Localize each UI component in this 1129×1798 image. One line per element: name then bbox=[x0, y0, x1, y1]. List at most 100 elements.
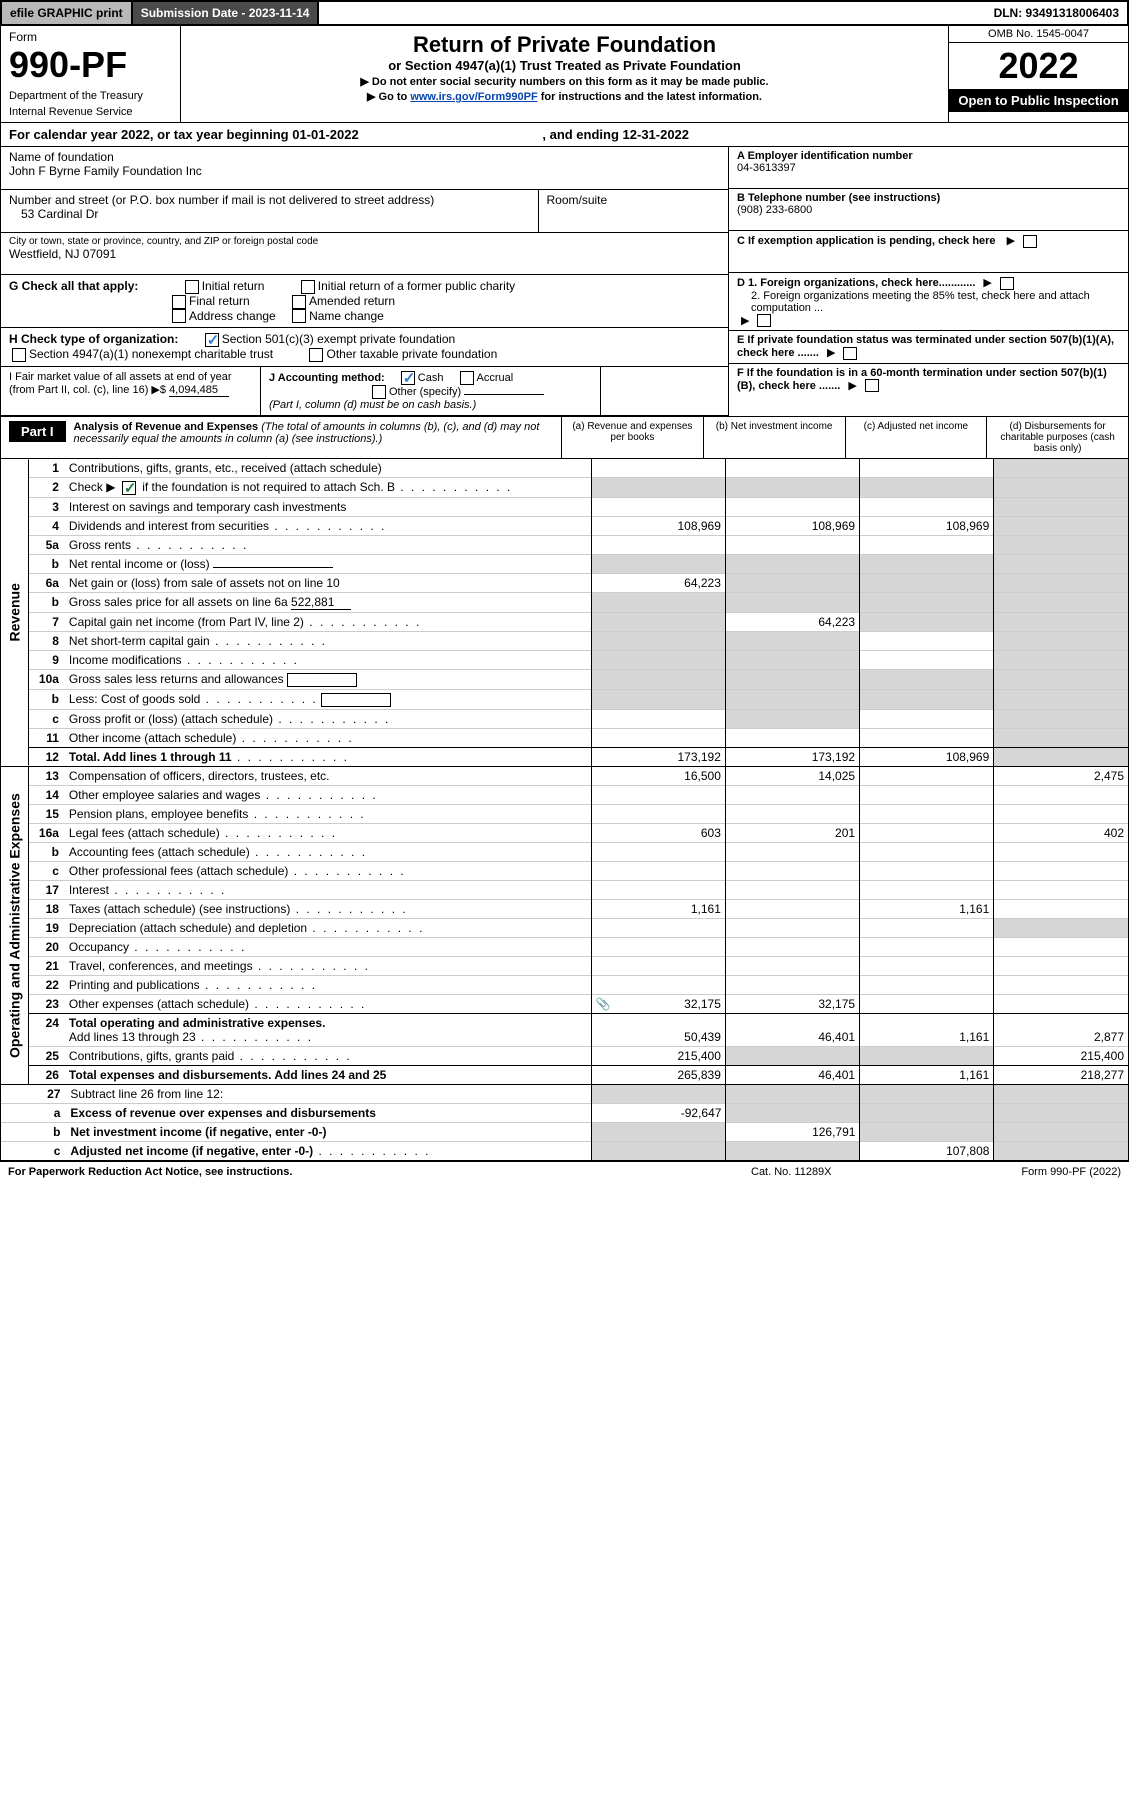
city-state-zip: Westfield, NJ 07091 bbox=[9, 247, 720, 261]
chk-name-change[interactable] bbox=[292, 309, 306, 323]
r2-d: Check ▶ bbox=[69, 480, 116, 494]
g-o6: Name change bbox=[309, 309, 384, 323]
r14-d: Other employee salaries and wages bbox=[69, 788, 260, 802]
h-o3: Other taxable private foundation bbox=[326, 347, 497, 361]
chk-4947[interactable] bbox=[12, 348, 26, 362]
chk-initial-former[interactable] bbox=[301, 280, 315, 294]
r25-d: Contributions, gifts, grants paid bbox=[69, 1049, 234, 1063]
table-row: 14Other employee salaries and wages bbox=[29, 785, 1128, 804]
r11-d: Other income (attach schedule) bbox=[69, 731, 236, 745]
form-title: Return of Private Foundation bbox=[189, 32, 940, 58]
table-row: 20Occupancy bbox=[29, 937, 1128, 956]
r10c-d: Gross profit or (loss) (attach schedule) bbox=[69, 712, 273, 726]
chk-initial-return[interactable] bbox=[185, 280, 199, 294]
r12-d: Total. Add lines 1 through 11 bbox=[69, 750, 232, 764]
r9-d: Income modifications bbox=[69, 653, 182, 667]
table-row: cGross profit or (loss) (attach schedule… bbox=[29, 709, 1128, 728]
r27c-d: Adjusted net income (if negative, enter … bbox=[70, 1144, 313, 1158]
chk-accrual[interactable] bbox=[460, 371, 474, 385]
chk-d1[interactable] bbox=[1000, 277, 1014, 290]
chk-other-taxable[interactable] bbox=[309, 348, 323, 362]
ein: 04-3613397 bbox=[737, 162, 796, 174]
chk-address-change[interactable] bbox=[172, 309, 186, 323]
identity-block: Name of foundation John F Byrne Family F… bbox=[0, 147, 1129, 417]
h-o1: Section 501(c)(3) exempt private foundat… bbox=[222, 332, 455, 346]
revenue-table: 1Contributions, gifts, grants, etc., rec… bbox=[29, 459, 1128, 765]
submission-date: Submission Date - 2023-11-14 bbox=[133, 2, 320, 24]
page-footer: For Paperwork Reduction Act Notice, see … bbox=[0, 1161, 1129, 1182]
expenses-table: 13Compensation of officers, directors, t… bbox=[29, 767, 1128, 1084]
a-label: A Employer identification number bbox=[737, 150, 913, 162]
chk-sch-b[interactable] bbox=[122, 481, 136, 495]
g-o5: Address change bbox=[189, 309, 276, 323]
r10b-d: Less: Cost of goods sold bbox=[69, 692, 200, 706]
table-row: 26Total expenses and disbursements. Add … bbox=[29, 1065, 1128, 1084]
chk-other-method[interactable] bbox=[372, 385, 386, 399]
table-row: 16aLegal fees (attach schedule)603201402 bbox=[29, 823, 1128, 842]
j-label: J Accounting method: bbox=[269, 372, 385, 384]
f-label: F If the foundation is in a 60-month ter… bbox=[737, 367, 1107, 392]
table-row: 22Printing and publications bbox=[29, 975, 1128, 994]
r19-d: Depreciation (attach schedule) and deple… bbox=[69, 921, 307, 935]
table-row: 5aGross rents bbox=[29, 535, 1128, 554]
r18-d: Taxes (attach schedule) (see instruction… bbox=[69, 902, 290, 916]
fmv-value: 4,094,485 bbox=[169, 384, 229, 397]
j-accrual: Accrual bbox=[477, 372, 514, 384]
addr-label: Number and street (or P.O. box number if… bbox=[9, 193, 530, 207]
table-row: 19Depreciation (attach schedule) and dep… bbox=[29, 918, 1128, 937]
table-row: bLess: Cost of goods sold bbox=[29, 689, 1128, 709]
phone: (908) 233-6800 bbox=[737, 204, 812, 216]
instruction-goto: ▶ Go to www.irs.gov/Form990PF for instru… bbox=[189, 90, 940, 103]
form-header: Form 990-PF Department of the Treasury I… bbox=[0, 26, 1129, 123]
r20-d: Occupancy bbox=[69, 940, 129, 954]
chk-501c3[interactable] bbox=[205, 333, 219, 347]
chk-amended[interactable] bbox=[292, 295, 306, 309]
chk-cash[interactable] bbox=[401, 371, 415, 385]
r23-a: 32,175 bbox=[684, 997, 721, 1011]
r2-d2: if the foundation is not required to att… bbox=[142, 480, 395, 494]
table-row: 27Subtract line 26 from line 12: bbox=[1, 1085, 1128, 1104]
tax-year: 2022 bbox=[949, 43, 1128, 89]
irs: Internal Revenue Service bbox=[9, 106, 172, 118]
revenue-side-label: Revenue bbox=[1, 459, 29, 765]
paperwork-notice: For Paperwork Reduction Act Notice, see … bbox=[8, 1166, 751, 1178]
arrow-icon: ▶ bbox=[983, 276, 991, 289]
city-label: City or town, state or province, country… bbox=[9, 236, 720, 247]
table-row: 21Travel, conferences, and meetings bbox=[29, 956, 1128, 975]
room-label: Room/suite bbox=[547, 193, 721, 207]
r10a-box bbox=[287, 673, 357, 687]
d1-label: D 1. Foreign organizations, check here..… bbox=[737, 277, 975, 289]
form-ref: Form 990-PF (2022) bbox=[951, 1166, 1121, 1178]
attachment-icon[interactable]: 📎 bbox=[596, 997, 611, 1011]
table-row: 12Total. Add lines 1 through 11173,19217… bbox=[29, 747, 1128, 766]
r23-d: Other expenses (attach schedule) bbox=[69, 997, 249, 1011]
table-row: aExcess of revenue over expenses and dis… bbox=[1, 1103, 1128, 1122]
table-row: bGross sales price for all assets on lin… bbox=[29, 592, 1128, 612]
form990pf-link[interactable]: www.irs.gov/Form990PF bbox=[410, 91, 537, 103]
h-label: H Check type of organization: bbox=[9, 332, 178, 346]
table-row: 3Interest on savings and temporary cash … bbox=[29, 497, 1128, 516]
table-row: bNet investment income (if negative, ent… bbox=[1, 1122, 1128, 1141]
r16b-d: Accounting fees (attach schedule) bbox=[69, 845, 250, 859]
chk-d2[interactable] bbox=[757, 314, 771, 327]
table-row: cAdjusted net income (if negative, enter… bbox=[1, 1141, 1128, 1160]
table-row: cOther professional fees (attach schedul… bbox=[29, 861, 1128, 880]
d2-label: 2. Foreign organizations meeting the 85%… bbox=[737, 290, 1120, 314]
section-g: G Check all that apply: Initial return I… bbox=[1, 275, 728, 328]
r17-d: Interest bbox=[69, 883, 109, 897]
r6b-d: Gross sales price for all assets on line… bbox=[69, 595, 288, 609]
summary-table: 27Subtract line 26 from line 12: aExcess… bbox=[1, 1085, 1128, 1160]
cat-number: Cat. No. 11289X bbox=[751, 1166, 951, 1178]
r5a-d: Gross rents bbox=[69, 538, 131, 552]
g-o4: Amended return bbox=[309, 294, 395, 308]
form-word: Form bbox=[9, 30, 172, 44]
chk-final-return[interactable] bbox=[172, 295, 186, 309]
chk-f[interactable] bbox=[865, 379, 879, 392]
chk-c[interactable] bbox=[1023, 235, 1037, 248]
section-i-j: I Fair market value of all assets at end… bbox=[1, 367, 728, 416]
r24-d2: Add lines 13 through 23 bbox=[69, 1030, 196, 1044]
other-specify bbox=[464, 394, 544, 395]
chk-e[interactable] bbox=[843, 347, 857, 360]
arrow-icon: ▶ bbox=[1007, 234, 1015, 247]
table-row: 10aGross sales less returns and allowanc… bbox=[29, 669, 1128, 689]
